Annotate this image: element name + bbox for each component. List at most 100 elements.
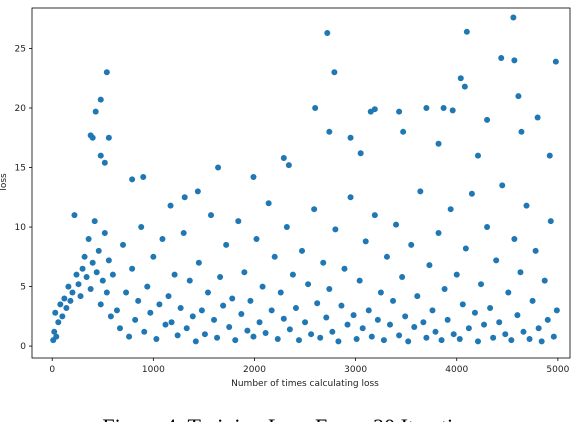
point xyxy=(132,316,139,323)
point xyxy=(538,338,545,345)
point xyxy=(302,319,309,326)
point xyxy=(359,325,366,332)
point xyxy=(329,328,336,335)
x-tick-label: 5000 xyxy=(546,365,569,375)
point xyxy=(432,328,439,335)
point xyxy=(465,325,472,332)
point xyxy=(468,190,475,197)
point xyxy=(71,212,78,219)
point xyxy=(518,128,525,135)
point xyxy=(97,96,104,103)
point xyxy=(97,152,104,159)
point xyxy=(95,247,102,254)
point xyxy=(81,253,88,260)
point xyxy=(135,297,142,304)
point xyxy=(238,310,245,317)
point xyxy=(399,274,406,281)
x-tick-label: 0 xyxy=(49,365,55,375)
point xyxy=(390,297,397,304)
point xyxy=(393,221,400,228)
point xyxy=(365,307,372,314)
point xyxy=(153,335,160,342)
point xyxy=(141,328,148,335)
point xyxy=(156,301,163,308)
point xyxy=(159,235,166,242)
point xyxy=(285,162,292,169)
point xyxy=(217,274,224,281)
point xyxy=(109,271,116,278)
point xyxy=(211,316,218,323)
point xyxy=(435,230,442,236)
point xyxy=(462,245,469,252)
point xyxy=(323,314,330,321)
point xyxy=(259,283,266,290)
x-tick-label: 3000 xyxy=(344,365,367,375)
point xyxy=(214,334,221,341)
point xyxy=(423,334,430,341)
point xyxy=(356,277,363,284)
point xyxy=(235,218,242,225)
point xyxy=(347,134,354,141)
point xyxy=(487,305,494,311)
point xyxy=(229,295,236,302)
point xyxy=(55,319,62,326)
point xyxy=(271,253,278,260)
point xyxy=(546,152,553,159)
point xyxy=(52,309,59,316)
point xyxy=(220,302,227,309)
point xyxy=(341,265,348,272)
point xyxy=(526,335,533,342)
point xyxy=(129,176,136,183)
point xyxy=(474,338,481,345)
point xyxy=(83,274,90,281)
point xyxy=(511,57,518,64)
point xyxy=(292,305,299,311)
point xyxy=(101,159,108,166)
point xyxy=(484,224,491,231)
point xyxy=(168,319,175,326)
point xyxy=(241,269,248,276)
point xyxy=(429,307,436,314)
point xyxy=(57,301,64,308)
point xyxy=(181,194,188,201)
point xyxy=(368,333,375,340)
point xyxy=(510,14,517,21)
point xyxy=(447,206,454,213)
point xyxy=(103,289,110,296)
point xyxy=(484,116,491,123)
point xyxy=(244,327,251,334)
point xyxy=(338,302,345,309)
point xyxy=(312,105,319,111)
point xyxy=(150,253,157,260)
point xyxy=(347,194,354,201)
point xyxy=(440,105,447,111)
point xyxy=(123,289,130,296)
point xyxy=(326,285,333,292)
point xyxy=(89,134,96,141)
point xyxy=(215,164,222,171)
point xyxy=(474,152,481,159)
point xyxy=(103,69,110,76)
point xyxy=(101,230,108,236)
point xyxy=(547,218,554,225)
point xyxy=(105,257,112,264)
point xyxy=(320,259,327,266)
plot-frame xyxy=(31,7,571,359)
point xyxy=(53,333,60,340)
point xyxy=(97,301,104,308)
point xyxy=(550,333,557,340)
point xyxy=(79,265,86,272)
y-tick-label: 20 xyxy=(15,104,27,114)
point xyxy=(511,235,518,242)
point xyxy=(253,235,260,242)
point xyxy=(505,289,512,296)
point xyxy=(326,128,333,135)
point xyxy=(481,321,488,328)
point xyxy=(126,333,133,340)
point xyxy=(353,335,360,342)
y-tick-label: 10 xyxy=(15,223,27,233)
point xyxy=(277,289,284,296)
point xyxy=(402,313,409,320)
point xyxy=(63,305,70,311)
point xyxy=(171,271,178,278)
